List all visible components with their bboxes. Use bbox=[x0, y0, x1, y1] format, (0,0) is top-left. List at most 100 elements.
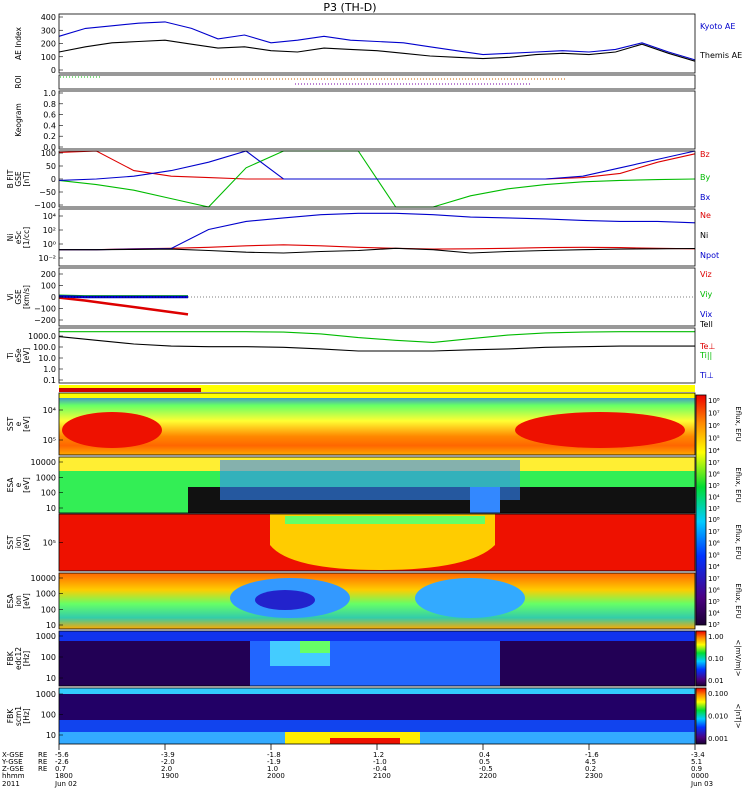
panel-label-fbk_e: edc12 bbox=[14, 647, 23, 670]
colorbar-tick-fbk-b: 0.100 bbox=[708, 690, 728, 698]
legend-entry: Ti⊥ bbox=[699, 371, 714, 380]
panel-label-temp: [eV] bbox=[22, 348, 31, 364]
time-axis-value: 1.2 bbox=[373, 751, 384, 759]
ytick-esa_e: 10 bbox=[46, 504, 56, 513]
fbk-b-colorbar bbox=[695, 687, 707, 745]
panel-label-sst_i: SST bbox=[6, 535, 15, 550]
time-axis-unit: RE bbox=[38, 758, 47, 766]
panel-label-sst_i: [eV] bbox=[22, 535, 31, 551]
panel-label-esa_e: e bbox=[14, 482, 23, 487]
time-axis-value: 0.4 bbox=[479, 751, 491, 759]
time-axis-value: -0.4 bbox=[373, 765, 387, 773]
colorbar-tick-esa-i: 10⁵ bbox=[708, 598, 720, 606]
time-axis-value: -5.6 bbox=[55, 751, 69, 759]
ytick-esa_i: 10 bbox=[46, 621, 56, 630]
time-axis-value: -1.9 bbox=[267, 758, 281, 766]
time-axis-value: -2.0 bbox=[161, 758, 175, 766]
ytick-keogram: 0.2 bbox=[43, 132, 56, 141]
colorbar-tick-sst-i: 10⁸ bbox=[708, 516, 720, 524]
colorbar-tick-sst-i: 10⁷ bbox=[708, 528, 720, 536]
time-axis-value: -1.6 bbox=[585, 751, 599, 759]
panel-label-density: [1/cc] bbox=[22, 227, 31, 248]
colorbar-tick-esa-i: 10³ bbox=[708, 621, 720, 629]
ytick-fbk_e: 1000 bbox=[36, 632, 56, 641]
panel-label-temp: Ti bbox=[6, 352, 15, 359]
ytick-fbk_b: 100 bbox=[41, 711, 56, 720]
time-axis-value: -3.9 bbox=[161, 751, 175, 759]
colorbar-tick-sst-i: 10⁵ bbox=[708, 551, 720, 559]
colorbar-tick-esa-i: 10⁷ bbox=[708, 575, 720, 583]
fbk-b-mid-band bbox=[59, 720, 695, 732]
time-axis-unit: RE bbox=[38, 751, 47, 759]
colorbar-tick-esa-i: 10⁴ bbox=[708, 610, 720, 618]
time-axis-value: 4.5 bbox=[585, 758, 596, 766]
legend-entry: Te⊥ bbox=[699, 342, 715, 351]
colorbar-tick-fbk-e: 0.01 bbox=[708, 677, 724, 685]
ytick-velocity: 100 bbox=[41, 282, 56, 291]
ytick-esa_i: 1000 bbox=[36, 590, 56, 599]
ytick-fbk_b: 1000 bbox=[36, 690, 56, 699]
ytick-bfit: 100 bbox=[41, 149, 56, 158]
ytick-bfit: 0 bbox=[51, 175, 56, 184]
panel-label-roi: ROI bbox=[14, 75, 23, 88]
roi-markers bbox=[60, 76, 565, 85]
ytick-density: 10² bbox=[43, 226, 56, 235]
colorbars bbox=[695, 394, 707, 745]
series-Kyoto AE bbox=[58, 21, 696, 61]
time-axis-row-label: 2011 bbox=[2, 780, 20, 788]
series-Bz bbox=[58, 150, 696, 180]
sst-i-yellow-region bbox=[270, 514, 495, 570]
colorbar-tick-sst-i: 10⁶ bbox=[708, 540, 720, 548]
ytick-ae: 300 bbox=[41, 26, 56, 35]
time-axis-value: 0.9 bbox=[691, 765, 702, 773]
ytick-keogram: 0.4 bbox=[43, 121, 56, 130]
panel-label-velocity: Vi bbox=[6, 293, 15, 300]
ytick-velocity: −100 bbox=[34, 305, 56, 314]
series-Npot bbox=[59, 247, 696, 254]
fbk-e-colorbar bbox=[695, 630, 707, 687]
ytick-ae: 200 bbox=[41, 40, 56, 49]
panel-label-bfit: GSE bbox=[14, 171, 23, 187]
colorbar-title-fbk-e: <|mV/m|> bbox=[734, 639, 742, 676]
status-bar bbox=[59, 385, 695, 392]
panel-label-fbk_b: scm1 bbox=[14, 706, 23, 726]
ytick-keogram: 0.8 bbox=[43, 100, 56, 109]
esa-i-blue-right bbox=[415, 578, 525, 618]
panel-label-velocity: [km/s] bbox=[22, 285, 31, 309]
line-series bbox=[58, 21, 696, 352]
colorbar-tick-sst-e: 10⁸ bbox=[708, 397, 720, 405]
panel-label-bfit: [nT] bbox=[22, 171, 31, 186]
panel-label-esa_e: [eV] bbox=[22, 477, 31, 493]
panel-label-esa_i: ion bbox=[14, 595, 23, 607]
time-axis-value: 1900 bbox=[161, 772, 179, 780]
ytick-temp: 1000.0 bbox=[28, 332, 56, 341]
colorbar-tick-sst-e: 10⁵ bbox=[708, 435, 720, 443]
ytick-esa_i: 100 bbox=[41, 605, 56, 614]
status-bar-red bbox=[59, 388, 201, 392]
colorbar-tick-sst-e: 10⁴ bbox=[708, 447, 720, 455]
esa-e-blue-gap bbox=[470, 487, 500, 513]
legend-entry: Bx bbox=[700, 193, 710, 202]
ytick-density: 10⁴ bbox=[43, 212, 56, 221]
time-axis-value: -0.5 bbox=[479, 765, 493, 773]
colorbar-title-esa-e: Eflux, EFU bbox=[734, 467, 742, 502]
ytick-density: 10⁻² bbox=[38, 254, 56, 263]
sst-e-hot-left bbox=[62, 412, 162, 448]
panel-label-velocity: GSE bbox=[14, 289, 23, 305]
ytick-keogram: 1.0 bbox=[43, 89, 56, 98]
ytick-keogram: 0.0 bbox=[43, 143, 56, 152]
panel-frames bbox=[58, 13, 696, 745]
time-axis-unit: RE bbox=[38, 765, 47, 773]
series-Bx bbox=[58, 150, 696, 181]
legend-entry: Kyoto AE bbox=[700, 22, 735, 31]
colorbar-tick-fbk-b: 0.001 bbox=[708, 735, 728, 743]
colorbar-tick-esa-i: 10⁶ bbox=[708, 587, 720, 595]
panel-label-bfit: B FIT bbox=[6, 169, 15, 188]
esa-ion-spectrogram bbox=[59, 573, 695, 629]
time-axis-value: 0.5 bbox=[479, 758, 490, 766]
legend-entry: Ti|| bbox=[699, 351, 712, 360]
time-axis-value: 2100 bbox=[373, 772, 391, 780]
time-axis-value: 2200 bbox=[479, 772, 497, 780]
legend-entry: Npot bbox=[700, 251, 719, 260]
